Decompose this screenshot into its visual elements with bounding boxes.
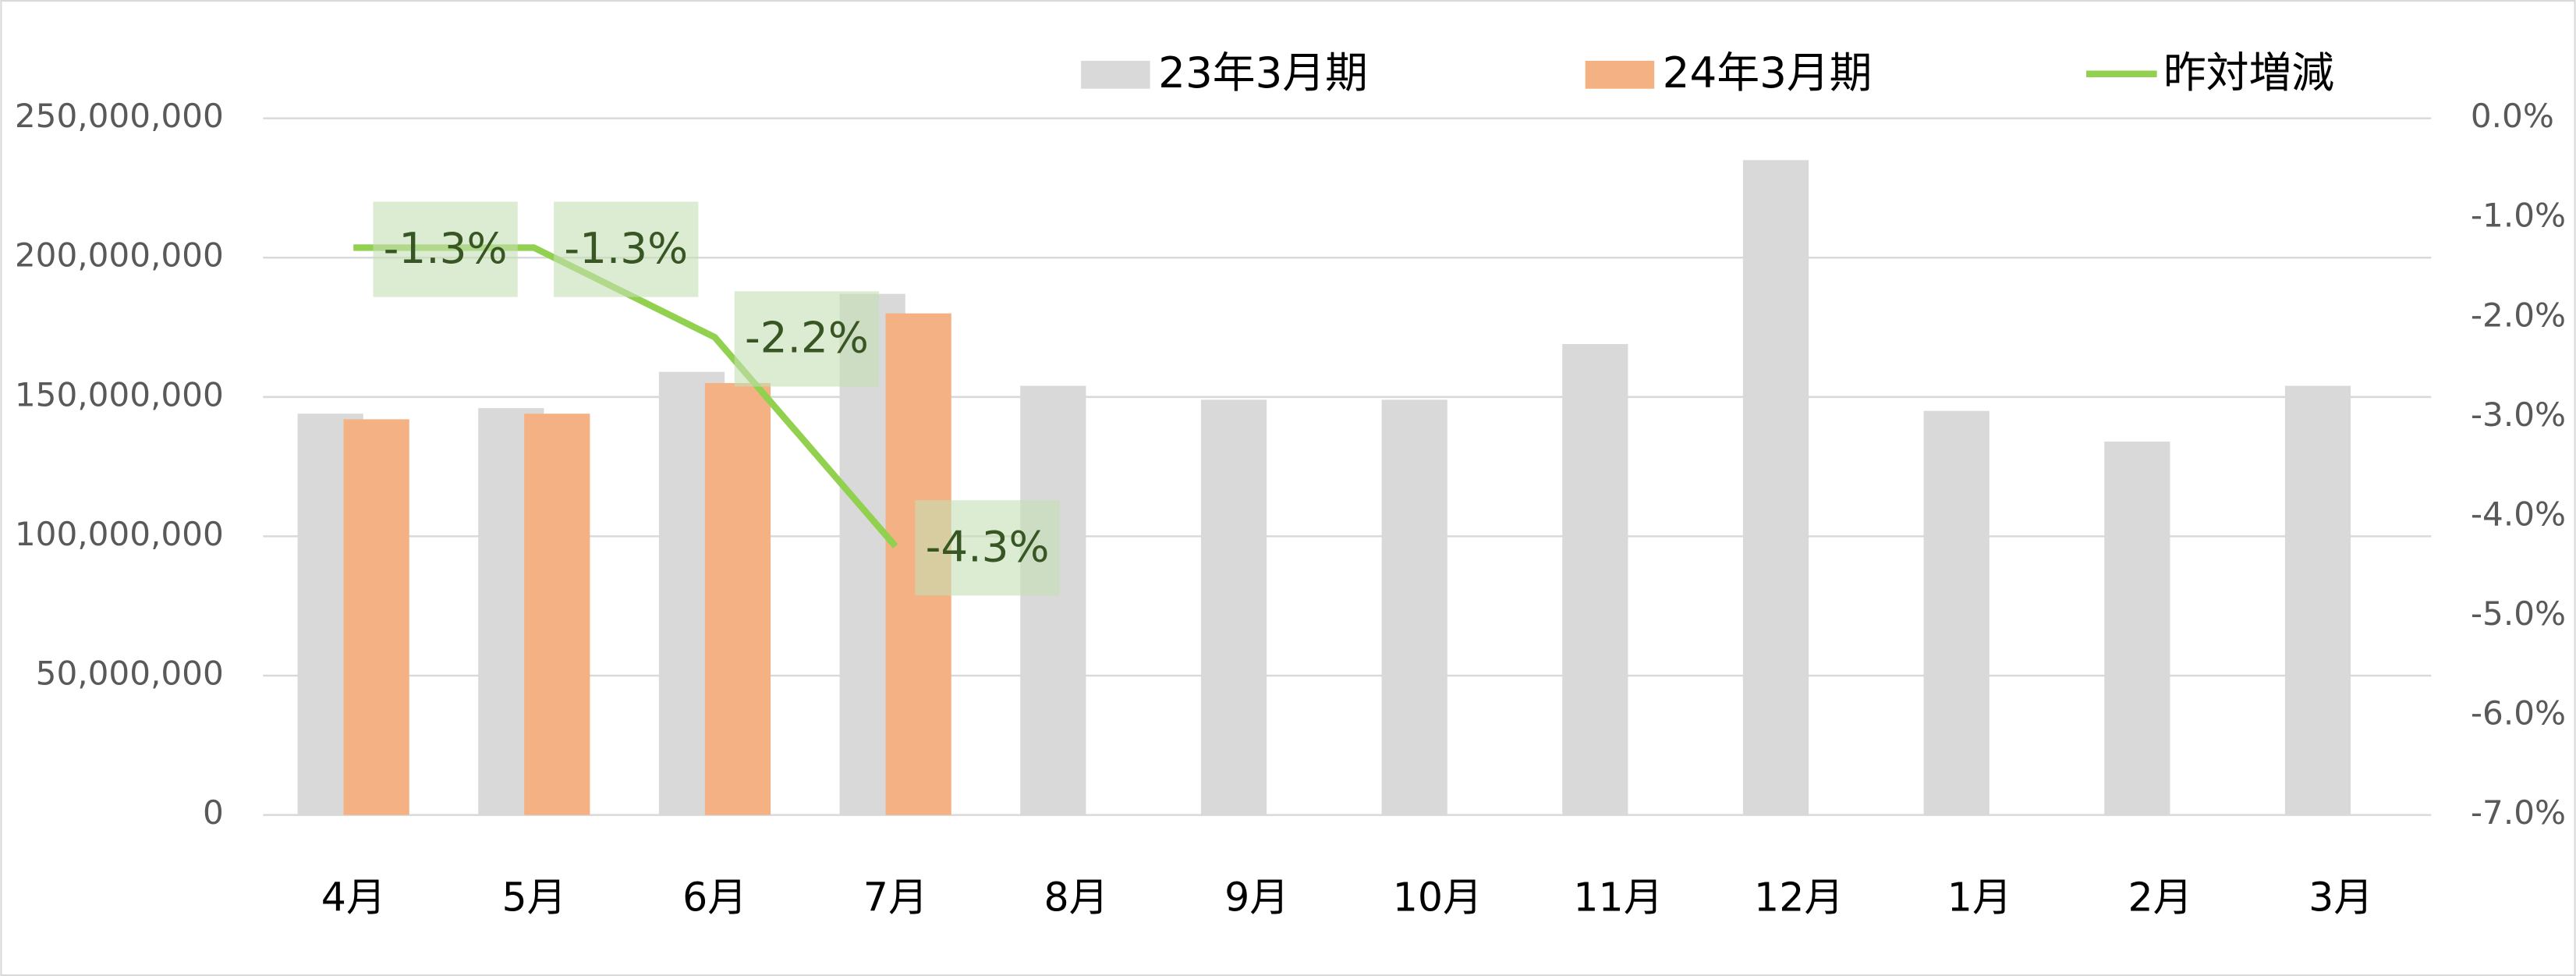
- y2-tick-label: -7.0%: [2471, 793, 2566, 832]
- legend-label: 昨対増減: [2163, 48, 2334, 98]
- y2-tick-label: -2.0%: [2471, 296, 2566, 334]
- legend-swatch: [1585, 60, 1655, 89]
- data-label-box: [373, 201, 518, 297]
- y-tick-label: 50,000,000: [36, 655, 224, 693]
- y-tick-label: 150,000,000: [15, 375, 224, 413]
- x-tick-label: 8月: [1044, 875, 1108, 921]
- y-tick-label: 250,000,000: [15, 97, 224, 135]
- data-label-box: [915, 500, 1060, 596]
- y-tick-label: 0: [203, 793, 224, 832]
- data-label-box: [554, 201, 699, 297]
- bar: [1020, 385, 1086, 815]
- bar: [704, 382, 771, 815]
- y2-tick-label: -1.0%: [2471, 197, 2566, 235]
- bar: [1381, 399, 1447, 815]
- bar: [524, 413, 590, 815]
- x-tick-label: 6月: [682, 875, 747, 921]
- x-tick-label: 10月: [1393, 875, 1483, 921]
- x-tick-label: 4月: [321, 875, 386, 921]
- y2-tick-label: -4.0%: [2471, 495, 2566, 533]
- legend-label: 23年3月期: [1158, 48, 1368, 98]
- x-tick-label: 2月: [2128, 875, 2192, 921]
- y2-tick-label: -6.0%: [2471, 694, 2566, 733]
- data-label: -2.2%: [745, 313, 869, 363]
- bar: [2284, 385, 2351, 815]
- bar: [1742, 160, 1809, 815]
- data-label: -4.3%: [926, 522, 1050, 572]
- bar: [343, 419, 409, 815]
- x-tick-label: 9月: [1224, 875, 1289, 921]
- y2-tick-label: 0.0%: [2471, 97, 2554, 135]
- data-label: -1.3%: [564, 223, 688, 273]
- bar: [1200, 399, 1267, 815]
- y2-tick-label: -3.0%: [2471, 396, 2566, 434]
- y-tick-label: 200,000,000: [15, 236, 224, 275]
- x-tick-label: 7月: [863, 875, 928, 921]
- legend-label: 24年3月期: [1663, 48, 1873, 98]
- y2-tick-label: -5.0%: [2471, 594, 2566, 633]
- data-label-box: [734, 291, 880, 387]
- bar: [2104, 441, 2170, 815]
- x-tick-label: 5月: [501, 875, 566, 921]
- x-tick-label: 11月: [1573, 875, 1663, 921]
- legend-swatch: [1081, 60, 1150, 89]
- bar: [1562, 343, 1628, 815]
- bar: [1923, 410, 1990, 815]
- x-tick-label: 1月: [1947, 875, 2012, 921]
- data-label: -1.3%: [384, 223, 508, 273]
- x-tick-label: 12月: [1754, 875, 1844, 921]
- x-tick-label: 3月: [2308, 875, 2373, 921]
- y-tick-label: 100,000,000: [15, 515, 224, 553]
